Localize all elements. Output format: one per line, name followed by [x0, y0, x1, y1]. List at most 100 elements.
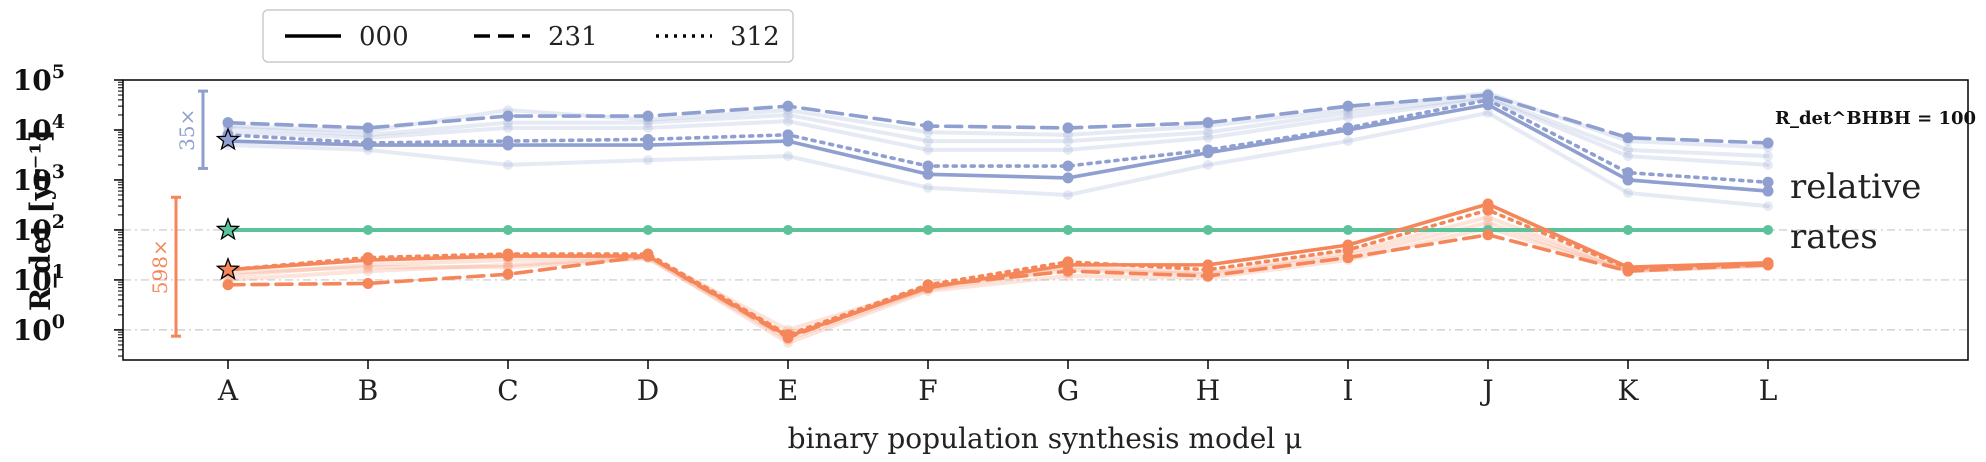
- bhbh-series-312-point-J: [1482, 94, 1494, 106]
- bhns-series-231-point-J: [1482, 229, 1494, 241]
- bhbh-series-312-point-E: [782, 129, 794, 141]
- faint-series-2-point-K: [1623, 187, 1633, 198]
- legend-label-312: 312: [730, 22, 780, 52]
- faint-series-1-point-D: [643, 122, 653, 133]
- faint-series-2: [226, 110, 1770, 209]
- faint-series-1-point-C: [503, 122, 513, 133]
- nsns-series-point-L: [1763, 224, 1773, 235]
- bhbh-series-312-point-C: [502, 135, 514, 147]
- faint-series-1: [226, 96, 1770, 167]
- legend-label-000: 000: [359, 22, 409, 52]
- bhbh-series-312-point-F: [922, 160, 934, 172]
- x-tick-label-4: E: [778, 374, 798, 407]
- relative-rates-label-line2: rates: [1790, 217, 1878, 257]
- y-tick-label-5: 105: [13, 61, 65, 97]
- plot-frame: [122, 79, 1969, 361]
- bhbh-series-231-point-L: [1762, 137, 1774, 149]
- faint-series-0: [226, 95, 1770, 159]
- nsns-series-point-I: [1343, 224, 1353, 235]
- faint-series-1-point-K: [1623, 151, 1633, 162]
- faint-series-1-point-H: [1203, 132, 1213, 143]
- faint-series-1-point-L: [1763, 159, 1773, 170]
- bhbh-series-312-point-L: [1762, 176, 1774, 188]
- faint-series-0-point-H: [1203, 127, 1213, 138]
- bhbh-series-000-point-F: [922, 168, 934, 180]
- legend-label-231: 231: [548, 22, 598, 52]
- bhns-series-231-point-A: [222, 279, 234, 291]
- bhbh-series-231-point-B: [362, 122, 374, 134]
- fixed-rate-annotation: R_det^BHBH = 100: [1775, 108, 1976, 129]
- bhbh-series-231-point-C: [502, 110, 514, 122]
- range-bar-label-1: 598×: [148, 239, 172, 294]
- bhbh-series-312: [226, 98, 1770, 185]
- nsns-series-point-E: [783, 224, 793, 235]
- bhns-series-312-point-B: [362, 252, 374, 264]
- faint-series-6: [226, 220, 1770, 342]
- y-axis-title: R_det [yr⁻¹]: [24, 129, 57, 311]
- bhbh-series-312-point-B: [362, 137, 374, 149]
- bhns-series-231-point-B: [362, 277, 374, 289]
- x-tick-label-5: F: [918, 374, 937, 407]
- bhbh-series-312-point-D: [642, 133, 654, 145]
- faint-series-1-point-G: [1063, 144, 1073, 155]
- bhbh-series-000-point-L: [1762, 185, 1774, 197]
- bhns-series-231-point-G: [1062, 265, 1074, 277]
- bhns-series-312-point-E: [782, 329, 794, 341]
- bhns-series-231: [226, 232, 1770, 340]
- star-marker-1: [215, 217, 241, 241]
- faint-series-4-point-B: [363, 266, 373, 277]
- nsns-series-point-D: [643, 224, 653, 235]
- bhbh-series-231-point-D: [642, 110, 654, 122]
- bhns-series-231-point-I: [1342, 252, 1354, 264]
- bhbh-series-312-point-K: [1622, 167, 1634, 179]
- faint-series-1-point-E: [783, 116, 793, 127]
- faint-series-2-point-C: [503, 159, 513, 170]
- bhns-series-312-point-I: [1342, 244, 1354, 256]
- x-tick-label-11: L: [1759, 374, 1778, 407]
- star-marker-0: [215, 127, 241, 151]
- faint-series-0-point-E: [783, 109, 793, 120]
- faint-series-2-point-E: [783, 151, 793, 162]
- bhbh-series-312-point-H: [1202, 144, 1214, 156]
- x-tick-label-1: B: [358, 374, 379, 407]
- bhns-series-312-point-K: [1622, 262, 1634, 274]
- faint-series-4: [226, 225, 1770, 345]
- nsns-series-point-G: [1063, 224, 1073, 235]
- faint-series-4-point-C: [503, 259, 513, 270]
- bhbh-series-231-point-I: [1342, 100, 1354, 112]
- bhbh-series-231-point-K: [1622, 132, 1634, 144]
- nsns-series-point-H: [1203, 224, 1213, 235]
- faint-series-0-point-G: [1063, 136, 1073, 147]
- bhns-series-231-point-C: [502, 268, 514, 280]
- bhbh-series-000: [226, 102, 1770, 193]
- relative-rates-label-line1: relative: [1790, 167, 1921, 207]
- y-tick-label-0: 100: [13, 311, 65, 347]
- bhns-series-312-point-C: [502, 248, 514, 260]
- bhbh-series-231-point-F: [922, 120, 934, 132]
- faint-series-2-point-G: [1063, 190, 1073, 201]
- x-tick-label-9: J: [1479, 374, 1493, 407]
- bhbh-series-312-point-G: [1062, 160, 1074, 172]
- annotations-layer: R_det^BHBH = 100 relative rates binary p…: [24, 89, 1976, 455]
- nsns-series-point-F: [923, 224, 933, 235]
- y-tick-label-3: 103: [13, 161, 65, 197]
- bhns-series-312-point-J: [1482, 204, 1494, 216]
- faint-series-2-point-F: [923, 182, 933, 193]
- bhns-series-312-point-G: [1062, 256, 1074, 268]
- bhns-series-312-point-F: [922, 279, 934, 291]
- x-tick-label-6: G: [1057, 374, 1079, 407]
- faint-series-0-point-K: [1623, 144, 1633, 155]
- bhns-series-312-point-L: [1762, 258, 1774, 270]
- faint-series-2-point-H: [1203, 159, 1213, 170]
- faint-series-1-point-I: [1343, 112, 1353, 123]
- nsns-series-point-K: [1623, 224, 1633, 235]
- x-tick-label-10: K: [1618, 374, 1640, 407]
- axes-layer: [122, 79, 1969, 361]
- star-marker-2: [215, 256, 241, 281]
- faint-series-1-point-F: [923, 144, 933, 155]
- faint-series-2-point-D: [643, 155, 653, 166]
- legend: 000 231 312: [262, 9, 794, 63]
- bhns-series-000: [226, 202, 1770, 338]
